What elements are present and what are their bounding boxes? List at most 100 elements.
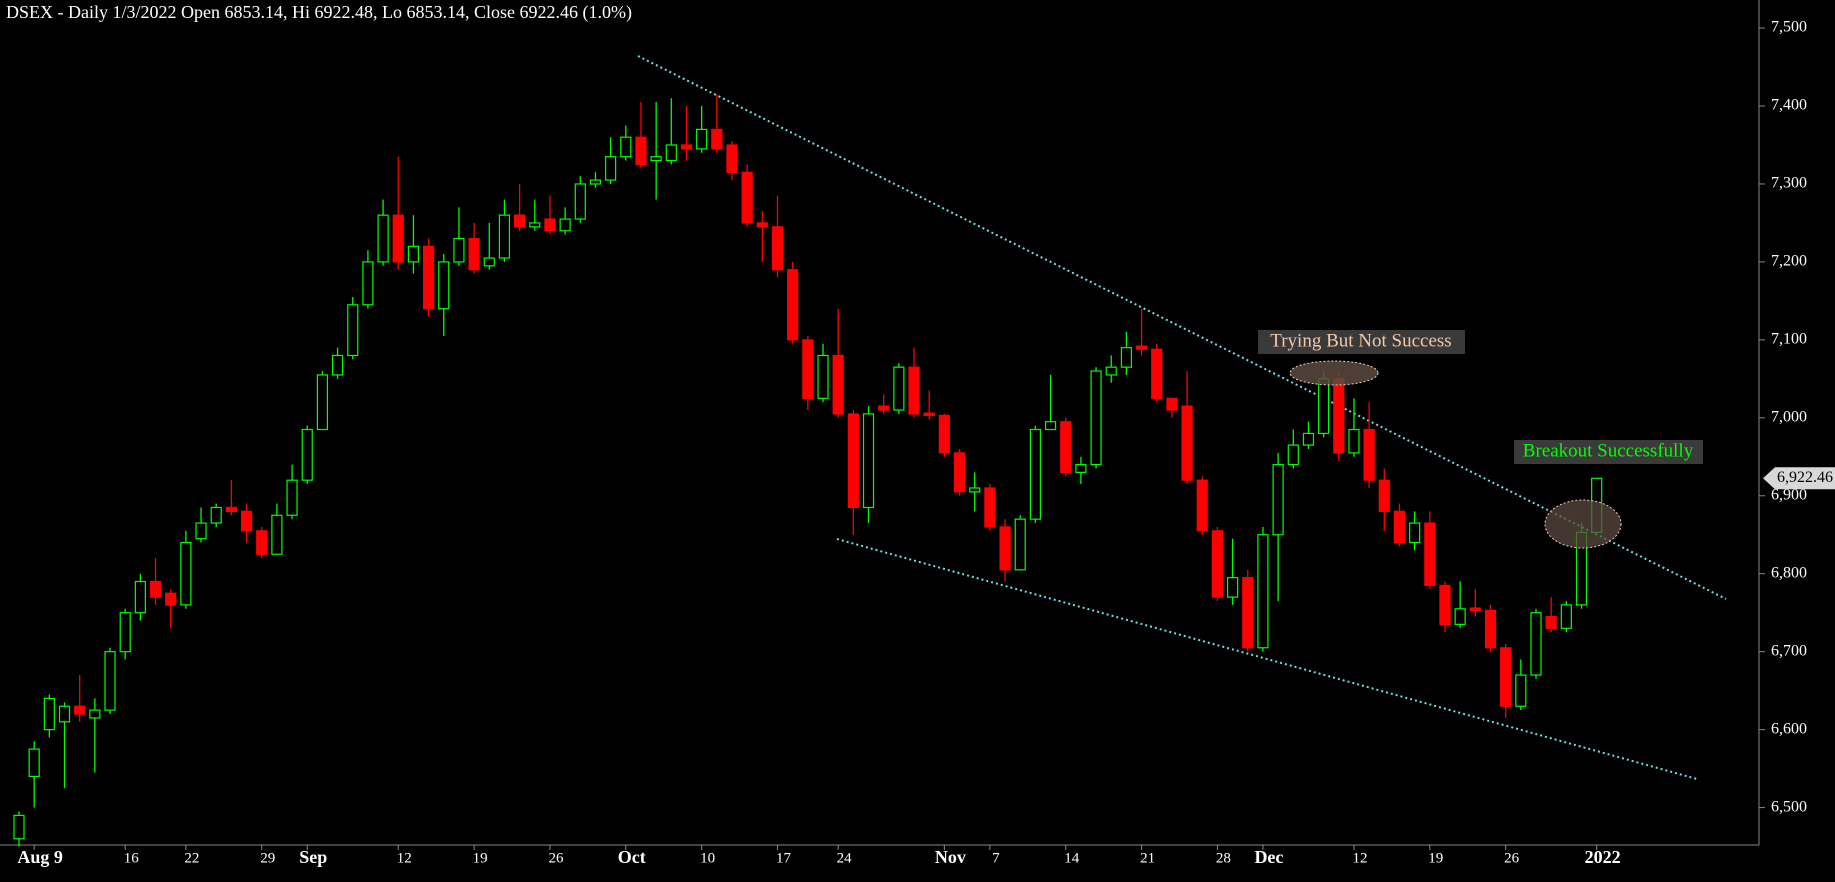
candle-body [1014,518,1026,571]
candle-body [1500,647,1512,707]
x-tick-label: Nov [935,847,966,867]
y-tick-label: 6,500 [1771,798,1807,815]
candle-body [1029,428,1041,520]
candle-body [1424,522,1436,587]
candle-body [984,487,996,528]
candle-body [514,214,526,228]
candle-body [680,144,693,150]
candle-body [1409,522,1421,544]
x-tick-label: 14 [1064,850,1080,866]
candle-body [1120,347,1133,368]
candle-body [438,261,450,310]
candle-body [422,245,435,310]
candle-body [240,510,253,532]
candle-body [529,222,541,228]
candle-body [362,261,374,306]
candle-body [741,171,753,224]
annotation-box [1514,440,1703,464]
x-tick-label: 7 [992,850,1000,866]
candle-body [1530,612,1542,676]
candle-body [559,218,571,232]
x-tick-label: 22 [184,850,199,866]
candle-body [1560,604,1572,629]
candle-body [1242,577,1254,649]
candle-body [1302,432,1315,446]
candle-body [544,218,556,232]
candle-body [923,412,935,417]
candle-body [771,226,784,271]
candle-body [878,405,890,411]
candle-body [787,269,799,341]
y-tick-label: 6,900 [1771,486,1807,503]
x-tick-label: 24 [837,850,853,866]
last-price-label: 6,922.46 [1777,469,1833,486]
highlight-ellipse [1289,360,1379,386]
candle-body [210,506,222,524]
candle-body [28,748,40,778]
x-tick-label: 12 [397,850,412,866]
candle-body [1257,534,1269,649]
annotation-box [1258,330,1465,354]
lower-trendline [836,538,1698,780]
x-tick-label: 28 [1216,850,1231,866]
candle-body [620,136,632,158]
y-axis: 6,500 6,600 6,700 6,800 6,900 7,000 7,100 7,200… [1759,19,1807,815]
x-tick-label: 26 [548,850,564,866]
x-tick-label: 16 [124,850,140,866]
candle-body [938,414,950,454]
candle-body [802,339,814,399]
candle-body [893,366,905,411]
candle-body [483,257,495,267]
candle-body [165,592,177,606]
candle-body [43,697,55,731]
candle-body [862,413,875,509]
candle-body [1484,609,1497,649]
candle-body [574,183,586,220]
candle-body [392,214,404,263]
candle-body [999,526,1011,571]
last-price-tag [1763,467,1835,490]
candle-body [756,222,768,228]
candle-body [1105,366,1117,376]
y-tick-label: 6,800 [1771,564,1807,581]
x-tick-label: Oct [618,847,646,867]
candle-body [271,514,283,555]
candle-body [1181,405,1193,481]
candle-body [1166,397,1178,411]
x-tick-label: 19 [1428,850,1443,866]
annotation: Breakout Successfully [1523,440,1694,461]
candle-body [1393,510,1406,544]
candle-body [180,541,192,606]
y-tick-label: 7,200 [1771,253,1807,270]
candle-body [589,179,602,185]
candle-body [1439,584,1451,625]
candle-body [331,354,344,376]
x-tick-label: Sep [299,847,327,867]
candle-body [1363,428,1375,481]
x-tick-label: 21 [1140,850,1155,866]
candle-body [1044,421,1057,431]
candle-body [453,237,465,263]
candles [13,94,1603,847]
candle-body [119,612,131,653]
candle-body [377,214,389,263]
candle-body [1469,607,1481,611]
candle-body [256,530,268,555]
x-tick-label: 12 [1352,850,1367,866]
candle-body [1348,428,1360,454]
candle-body [347,304,359,357]
candle-body [149,580,162,598]
candle-body [134,580,146,614]
candle-body [953,452,966,493]
y-tick-label: 7,100 [1771,331,1807,348]
candle-body [1090,370,1102,466]
y-tick-label: 7,500 [1771,19,1807,36]
x-tick-label: 17 [776,850,792,866]
candle-body [1378,479,1390,512]
candle-body [1151,348,1163,399]
candle-body [650,156,662,162]
candle-body [195,522,207,540]
candle-body [908,366,920,415]
candle-body [1287,444,1299,466]
x-tick-label: Aug 9 [17,847,63,867]
